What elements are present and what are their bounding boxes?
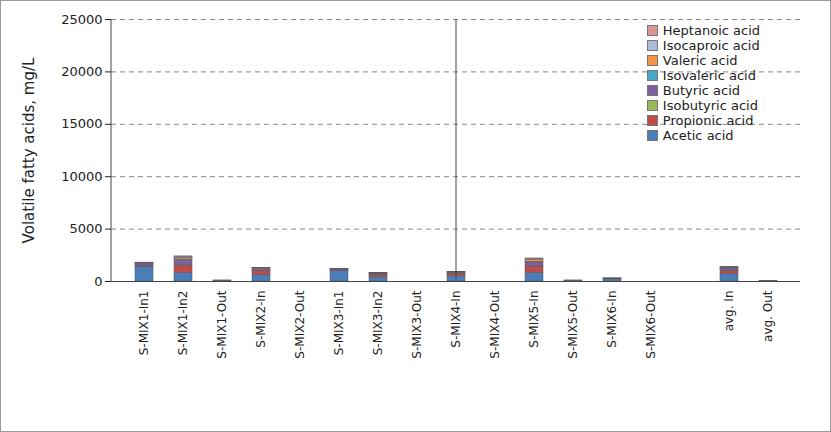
svg-text:S-MIX3-Out: S-MIX3-Out: [410, 290, 424, 358]
svg-text:S-MIX1-In2: S-MIX1-In2: [176, 291, 190, 356]
svg-text:5000: 5000: [69, 221, 102, 236]
svg-text:S-MIX2-Out: S-MIX2-Out: [293, 290, 307, 358]
svg-text:20000: 20000: [61, 64, 102, 79]
svg-text:S-MIX6-In: S-MIX6-In: [605, 291, 619, 348]
svg-text:S-MIX1-In1: S-MIX1-In1: [137, 291, 151, 356]
html-text:Heptanoic acid: Heptanoic acid: [662, 23, 760, 38]
svg-text:S-MIX2-In: S-MIX2-In: [254, 291, 268, 348]
svg-text:S-MIX4-Out: S-MIX4-Out: [488, 290, 502, 358]
svg-text:S-MIX5-Out: S-MIX5-Out: [566, 290, 580, 358]
svg-text:10000: 10000: [61, 169, 102, 184]
svg-text:avg. Out: avg. Out: [761, 290, 775, 342]
svg-text:15000: 15000: [61, 116, 102, 131]
html-text:Valeric acid: Valeric acid: [662, 53, 738, 68]
html-text:Butyric acid: Butyric acid: [662, 83, 740, 98]
svg-text:S-MIX6-Out: S-MIX6-Out: [644, 290, 658, 358]
html-text:Isocaproic acid: Isocaproic acid: [662, 38, 760, 53]
svg-text:S-MIX1-Out: S-MIX1-Out: [215, 290, 229, 358]
html-text:Acetic acid: Acetic acid: [662, 128, 734, 143]
svg-text:S-MIX4-In: S-MIX4-In: [449, 291, 463, 348]
html-text:Propionic acid: Propionic acid: [662, 113, 754, 128]
html-text:Isobutyric acid: Isobutyric acid: [662, 98, 758, 113]
svg-text:25000: 25000: [61, 12, 102, 27]
svg-text:S-MIX5-In: S-MIX5-In: [527, 291, 541, 348]
svg-text:S-MIX3-In2: S-MIX3-In2: [371, 291, 385, 356]
html-text:Isovaleric acid: Isovaleric acid: [662, 68, 756, 83]
svg-text:S-MIX3-In1: S-MIX3-In1: [332, 291, 346, 356]
svg-text:0: 0: [94, 274, 102, 289]
svg-text:avg. In: avg. In: [722, 291, 736, 332]
svg-text:Volatile fatty acids, mg/L: Volatile fatty acids, mg/L: [20, 57, 38, 243]
